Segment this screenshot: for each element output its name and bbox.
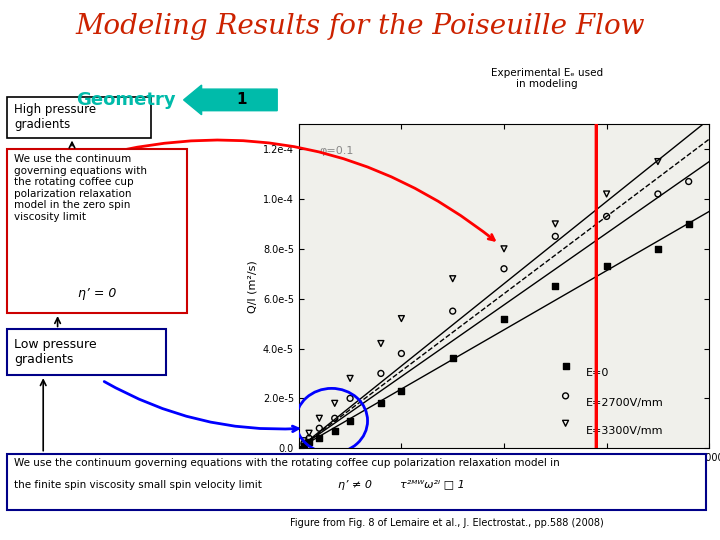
Point — [652, 157, 664, 166]
Text: 1: 1 — [236, 92, 246, 107]
Point — [396, 349, 408, 358]
Point — [498, 265, 510, 273]
Point — [344, 374, 356, 383]
Point — [303, 434, 315, 443]
Point — [652, 190, 664, 198]
Point — [447, 274, 459, 283]
Text: E=0: E=0 — [586, 368, 609, 379]
Point — [329, 427, 341, 435]
Point — [600, 262, 612, 271]
Point — [303, 429, 315, 437]
Point — [498, 245, 510, 253]
Text: Modeling Results for the Poiseuille Flow: Modeling Results for the Poiseuille Flow — [76, 14, 644, 40]
Point — [600, 212, 612, 221]
Text: We use the continuum governing equations with the rotating coffee cup polarizati: We use the continuum governing equations… — [14, 458, 560, 468]
Point — [298, 436, 310, 445]
Point — [298, 441, 310, 450]
Text: We use the continuum
governing equations with
the rotating coffee cup
polarizati: We use the continuum governing equations… — [14, 154, 148, 222]
Text: Geometry: Geometry — [76, 91, 176, 109]
Point — [375, 399, 387, 408]
Text: E=3300V/mm: E=3300V/mm — [586, 426, 664, 436]
Text: E=2700V/mm: E=2700V/mm — [586, 399, 664, 408]
Point — [396, 387, 408, 395]
Point — [396, 314, 408, 323]
Point — [329, 399, 341, 408]
Point — [314, 414, 325, 423]
Point — [560, 419, 572, 428]
Point — [344, 394, 356, 403]
Point — [314, 424, 325, 433]
Text: η’ = 0: η’ = 0 — [78, 287, 117, 300]
Text: Low pressure
gradients: Low pressure gradients — [14, 339, 97, 366]
Point — [549, 232, 561, 241]
Point — [652, 245, 664, 253]
Point — [498, 314, 510, 323]
X-axis label: ΔP/L (Pa/m): ΔP/L (Pa/m) — [472, 469, 536, 478]
Point — [344, 416, 356, 425]
Point — [549, 220, 561, 228]
Text: High pressure
gradients: High pressure gradients — [14, 104, 96, 131]
Point — [600, 190, 612, 198]
Text: Experimental Eₑ used
in modeling: Experimental Eₑ used in modeling — [491, 68, 603, 89]
Y-axis label: Q/l (m²/s): Q/l (m²/s) — [247, 260, 257, 313]
Point — [447, 354, 459, 363]
Point — [683, 220, 694, 228]
Text: η’ ≠ 0        τ²ᴹᵂω²ᴵ □ 1: η’ ≠ 0 τ²ᴹᵂω²ᴵ □ 1 — [324, 480, 464, 490]
Point — [549, 282, 561, 291]
Point — [375, 369, 387, 378]
Point — [298, 439, 310, 448]
Text: Figure from Fig. 8 of Lemaire et al., J. Electrostat., pp.588 (2008): Figure from Fig. 8 of Lemaire et al., J.… — [289, 518, 603, 528]
Text: φ=0.1: φ=0.1 — [320, 146, 354, 156]
Point — [329, 414, 341, 423]
FancyArrow shape — [184, 85, 277, 115]
Point — [375, 339, 387, 348]
Point — [560, 362, 572, 370]
Point — [303, 437, 315, 446]
Text: the finite spin viscosity small spin velocity limit: the finite spin viscosity small spin vel… — [14, 480, 262, 490]
Point — [560, 392, 572, 400]
Point — [683, 177, 694, 186]
Point — [314, 434, 325, 443]
Point — [447, 307, 459, 315]
